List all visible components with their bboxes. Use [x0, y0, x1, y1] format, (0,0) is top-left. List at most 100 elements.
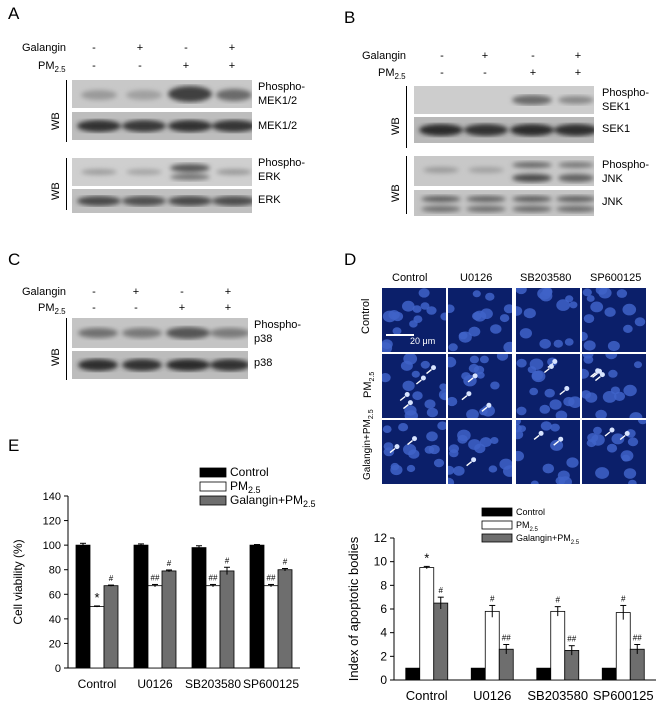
sign: - [440, 50, 444, 62]
sign: + [178, 302, 186, 314]
col-label: SP600125 [590, 272, 642, 284]
wb-bracket [406, 156, 407, 214]
bar [419, 567, 435, 681]
wb-label: WB [50, 182, 62, 200]
panel-letter-b: B [344, 8, 356, 27]
panel-letter-e: E [8, 436, 20, 455]
bar [601, 667, 617, 681]
bar [470, 667, 486, 681]
significance-marker: * [424, 550, 429, 565]
wb-label: WB [50, 348, 62, 366]
sign: + [132, 286, 140, 298]
panel-letter-c: C [8, 250, 21, 269]
legend-label: Control [230, 465, 269, 479]
y-axis-label: Index of apoptotic bodies [346, 536, 361, 681]
chart-apoptotic-bodies: 0 2 4 6 8 10 12 Index of apoptotic bodies Contro… [346, 507, 656, 703]
blot-p38 [72, 351, 248, 379]
sign: + [228, 42, 236, 54]
sign: - [184, 42, 188, 54]
blot-phospho-mek [72, 80, 252, 108]
row-label: Control [360, 298, 372, 334]
significance-marker: # [283, 557, 288, 566]
y-tick-label: 120 [43, 516, 61, 528]
legend-swatch [481, 533, 513, 543]
bar [405, 667, 421, 681]
blot-phospho-p38 [72, 318, 248, 348]
pm-label: PM2.5 [378, 67, 406, 82]
wb-bracket [66, 158, 67, 210]
bar [433, 602, 449, 681]
significance-marker: # [167, 559, 172, 568]
legend-label: Galangin+PM2.5 [230, 493, 316, 509]
bar [133, 544, 149, 669]
panel-letter-a: A [8, 4, 20, 23]
band-label: Phospho-p38 [254, 319, 302, 345]
bar [103, 585, 119, 669]
wb-label: WB [390, 184, 402, 202]
legend-swatch [481, 520, 513, 530]
bar [277, 569, 293, 669]
y-tick-label: 4 [380, 626, 387, 640]
significance-marker: # [439, 586, 444, 595]
sign: + [224, 302, 232, 314]
galangin-label: Galangin [362, 50, 407, 62]
blot-phospho-sek1 [414, 86, 594, 114]
wb-label: WB [50, 112, 62, 130]
band-label: Phospho- ERK [258, 157, 306, 183]
wb-label: WB [390, 117, 402, 135]
blot-sek1 [414, 117, 594, 143]
x-tick-label: SB203580 [527, 688, 588, 703]
row-label: PM2.5 [362, 371, 377, 398]
y-tick-label: 6 [380, 602, 387, 616]
blot-phospho-jnk [414, 156, 594, 186]
micrograph-tile [516, 354, 580, 418]
micrograph-tile [448, 354, 512, 418]
significance-marker: * [94, 590, 99, 605]
x-tick-label: U0126 [473, 688, 511, 703]
row-label: Galangin+PM2.5 [362, 409, 375, 480]
y-axis-label: Cell viability (%) [11, 539, 25, 624]
legend-label: Control [516, 507, 545, 517]
y-tick-label: 60 [49, 589, 61, 601]
x-tick-label: Control [78, 677, 117, 691]
sign: - [138, 60, 142, 72]
bar [205, 585, 221, 669]
micrograph-tile [582, 354, 646, 418]
band-label: Phospho- JNK [602, 159, 650, 185]
micrograph-tile [516, 420, 580, 484]
wb-bracket [66, 318, 67, 380]
y-tick-label: 2 [380, 649, 387, 663]
wb-bracket [406, 86, 407, 148]
y-tick-label: 100 [43, 540, 61, 552]
sign: - [134, 302, 138, 314]
legend-swatch [199, 495, 227, 506]
bar [161, 570, 177, 669]
sign: - [440, 67, 444, 79]
blot-jnk [414, 190, 594, 216]
band-label: JNK [602, 196, 623, 208]
sign: + [228, 60, 236, 72]
band-label: Phospho- MEK1/2 [258, 81, 306, 107]
sign: - [92, 302, 96, 314]
micrograph-tile [582, 420, 646, 484]
significance-marker: # [109, 574, 114, 583]
legend-label: Galangin+PM2.5 [516, 533, 580, 546]
micrograph-tile [382, 354, 446, 418]
y-tick-label: 12 [374, 531, 388, 545]
sign: - [531, 50, 535, 62]
micrograph-tile [516, 288, 580, 352]
micrograph-tile [448, 288, 512, 352]
galangin-label: Galangin [22, 42, 67, 54]
x-tick-label: SP600125 [593, 688, 654, 703]
sign: - [92, 60, 96, 72]
x-tick-label: U0126 [137, 677, 173, 691]
significance-marker: ## [267, 573, 276, 582]
sign: + [481, 50, 489, 62]
y-tick-label: 10 [374, 555, 388, 569]
bar [484, 610, 500, 681]
col-label: Control [392, 272, 428, 284]
significance-marker: ## [633, 634, 642, 643]
significance-marker: ## [567, 635, 576, 644]
sign: + [574, 67, 582, 79]
scale-bar [386, 334, 414, 336]
